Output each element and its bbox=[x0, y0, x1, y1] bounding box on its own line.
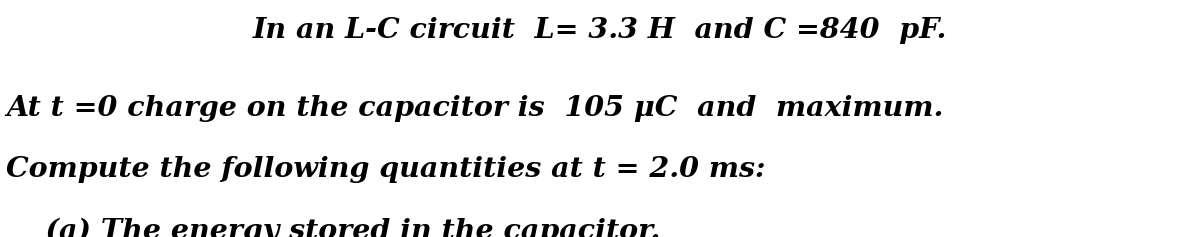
Text: In an L-C circuit  L= 3.3 H  and C =840  pF.: In an L-C circuit L= 3.3 H and C =840 pF… bbox=[253, 17, 947, 44]
Text: (a) The energy stored in the capacitor.: (a) The energy stored in the capacitor. bbox=[6, 218, 660, 237]
Text: At t =0 charge on the capacitor is  105 μC  and  maximum.: At t =0 charge on the capacitor is 105 μ… bbox=[6, 95, 943, 122]
Text: Compute the following quantities at t = 2.0 ms:: Compute the following quantities at t = … bbox=[6, 156, 766, 183]
